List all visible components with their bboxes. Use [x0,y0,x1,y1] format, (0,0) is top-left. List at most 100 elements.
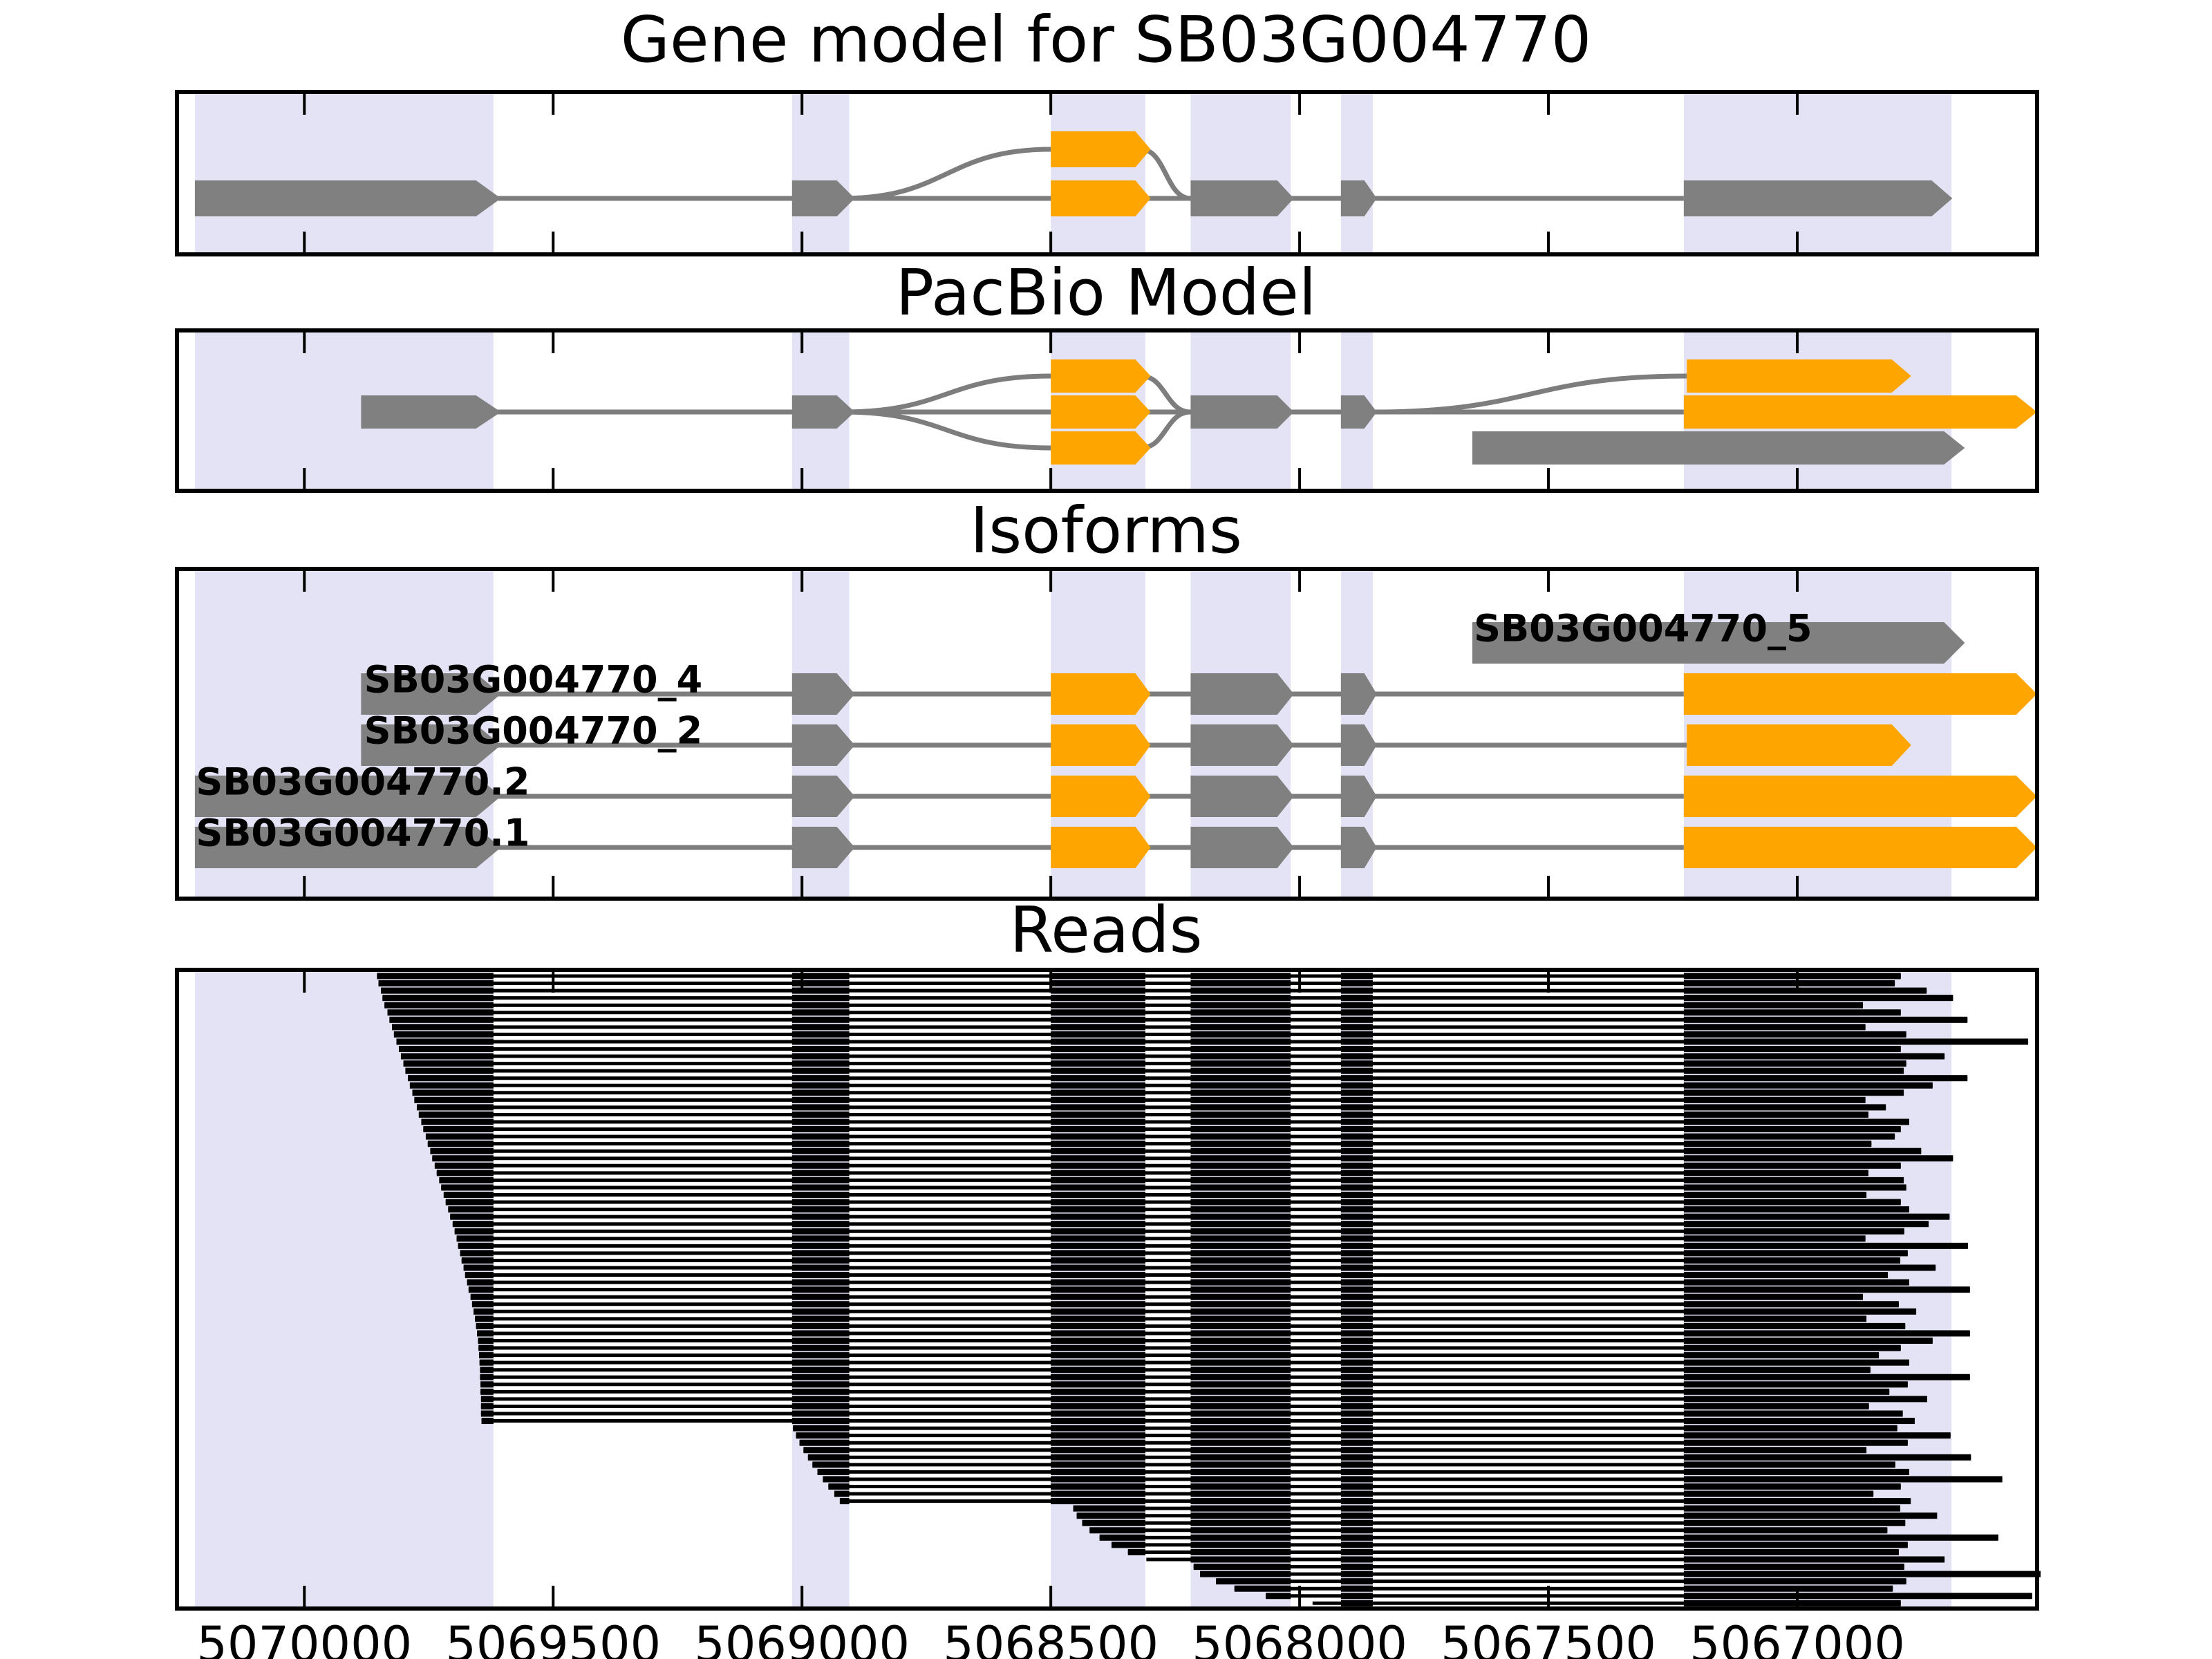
read-exon-block [791,1418,850,1425]
read-exon-block [1683,1235,1866,1242]
read-exon-block [463,1264,494,1271]
read-exon-block [1051,1199,1145,1206]
read-exon-block [1051,1367,1145,1374]
read-exon-block [1683,1155,1953,1162]
read-exon-block [1190,1141,1291,1147]
read-exon-block [1051,1308,1145,1315]
exon-gray [791,724,855,766]
read-exon-block [1683,1308,1917,1315]
read-exon-block [1683,1534,1998,1541]
read-exon-block [1340,1556,1373,1563]
read-exon-block [1051,995,1145,1002]
read-exon-block [1683,995,1953,1002]
read-exon-block [1051,1250,1145,1257]
read-exon-block [1190,1410,1291,1417]
read-exon-block [1683,1468,1909,1475]
read-exon-block [791,1177,850,1183]
read-exon-block [1340,1338,1373,1344]
read-exon-block [1190,1272,1291,1279]
read-exon-block [1190,1053,1291,1060]
read-exon-block [1340,1410,1373,1417]
read-exon-block [1190,1541,1291,1548]
read-exon-block [481,1418,494,1425]
read-exon-block [1683,1250,1908,1257]
read-exon-block [1683,1133,1895,1140]
read-exon-block [1051,1089,1145,1096]
read-exon-block [1190,1330,1291,1337]
exon-orange [1051,180,1151,216]
read-exon-block [799,1439,850,1446]
read-exon-block [1051,1133,1145,1140]
read-exon-block [1683,1315,1867,1322]
read-exon-block [1190,1293,1291,1300]
exon-highlight-band [1340,94,1373,252]
exon-orange [1051,131,1151,167]
read-exon-block [791,1046,850,1052]
read-exon-block [1051,1344,1145,1351]
read-exon-block [1190,995,1291,1002]
read-exon-block [1683,1279,1909,1286]
read-exon-block [817,1468,850,1475]
read-exon-block [1683,1571,2041,1577]
read-exon-block [1190,1126,1291,1133]
read-exon-block [432,1155,494,1162]
read-exon-block [1340,1096,1373,1103]
read-exon-block [791,1206,850,1213]
read-exon-block [791,1155,850,1162]
read-exon-block [1190,1418,1291,1425]
read-exon-block [1340,1454,1373,1461]
read-exon-block [1340,1425,1373,1432]
read-exon-block [1683,1600,1901,1606]
read-exon-block [791,1184,850,1191]
x-tick-label: 5067000 [1689,1616,1905,1659]
read-exon-block [454,1228,494,1235]
read-exon-block [478,1338,494,1344]
x-tick-label: 5070000 [196,1616,413,1659]
read-exon-block [1340,1512,1373,1519]
read-exon-block [1190,1505,1291,1512]
read-exon-block [1051,1118,1145,1125]
read-exon-block [1683,1213,1950,1220]
read-exon-block [1190,1199,1291,1206]
read-exon-block [400,1053,494,1060]
read-exon-block [1051,1155,1145,1162]
read-exon-block [1683,1505,1901,1512]
read-exon-block [480,1388,494,1395]
read-exon-block [1340,1490,1373,1497]
read-exon-block [791,1162,850,1169]
read-exon-block [1340,1141,1373,1147]
read-exon-block [1190,1519,1291,1526]
read-exon-block [1190,1447,1291,1454]
read-exon-block [450,1213,494,1220]
read-exon-block [791,1075,850,1082]
panel-border [175,968,2039,1611]
read-exon-block [1190,1257,1291,1264]
read-exon-block [1051,1221,1145,1228]
read-exon-block [441,1184,494,1191]
read-exon-block [1683,1403,1869,1409]
exon-orange [1683,395,2037,429]
read-exon-block [476,1322,494,1329]
read-exon-block [1190,1344,1291,1351]
read-exon-block [1340,987,1373,994]
read-exon-block [1683,1352,1880,1359]
read-exon-block [791,1199,850,1206]
exon-gray [1472,431,1965,465]
read-exon-block [812,1461,850,1468]
read-exon-block [791,980,850,987]
isoform-label: SB03G004770_2 [364,709,703,753]
read-exon-block [803,1447,850,1454]
read-exon-block [1340,1155,1373,1162]
exon-gray [791,395,855,429]
read-exon-block [1190,1490,1291,1497]
read-exon-block [791,1330,850,1337]
read-exon-block [1683,1519,1906,1526]
read-exon-block [1190,1162,1291,1169]
read-exon-block [1683,1578,1906,1585]
read-exon-block [1190,1147,1291,1154]
read-exon-block [409,1082,494,1089]
read-exon-block [1340,973,1373,980]
read-exon-block [1051,1374,1145,1380]
read-exon-block [1190,1206,1291,1213]
read-exon-block [1190,1184,1291,1191]
